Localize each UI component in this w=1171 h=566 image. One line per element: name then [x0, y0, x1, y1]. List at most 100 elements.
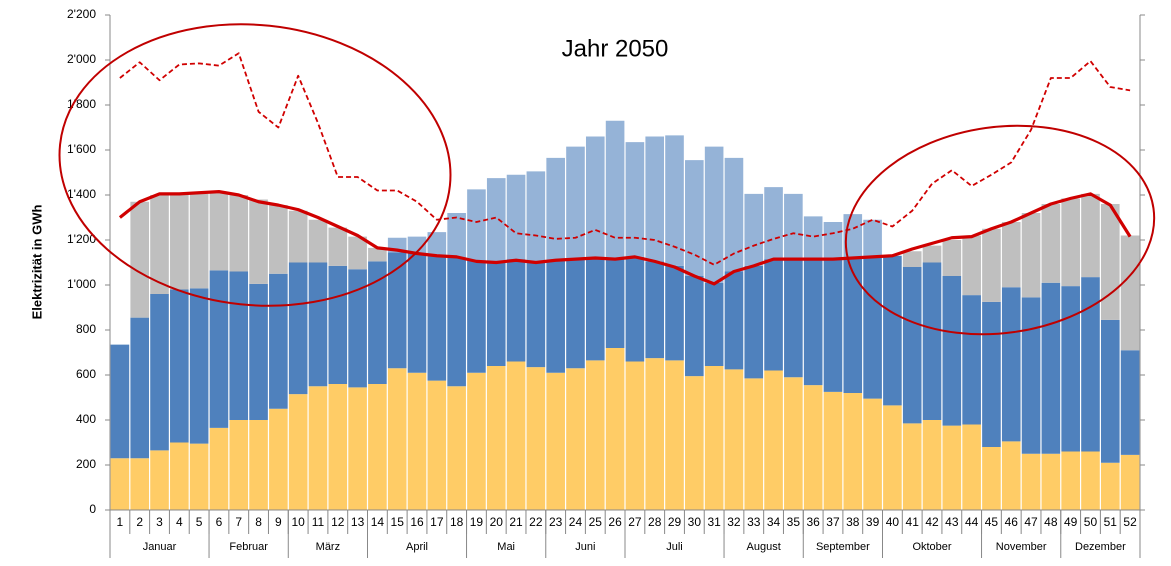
bar-segment — [546, 260, 565, 373]
bar-segment — [962, 295, 981, 425]
bar-segment — [863, 219, 882, 257]
bar-segment — [130, 201, 150, 318]
bar-segment — [467, 372, 486, 510]
x-tick-label: 52 — [1123, 515, 1137, 529]
group-label: Juli — [666, 541, 683, 553]
bar-segment — [189, 288, 209, 444]
bar-segment — [883, 405, 902, 510]
bar-segment — [665, 360, 684, 510]
y-tick-label: 2'000 — [67, 52, 96, 66]
bar-segment — [803, 260, 823, 386]
bar-segment — [902, 267, 922, 424]
x-tick-label: 37 — [826, 515, 840, 529]
bar-segment — [348, 236, 367, 270]
x-tick-label: 24 — [569, 515, 583, 529]
solid-line — [118, 190, 1132, 286]
bar-segment — [447, 258, 466, 387]
x-tick-label: 34 — [767, 515, 781, 529]
bar-segment — [1061, 198, 1080, 287]
bar-segment — [1021, 297, 1041, 454]
bar-segment — [863, 398, 882, 510]
bar-segment — [625, 256, 645, 362]
bar-segment — [645, 136, 665, 262]
x-tick-label: 29 — [668, 515, 682, 529]
bar-segment — [585, 360, 605, 510]
bar-segment — [585, 258, 605, 361]
x-tick-label: 18 — [450, 515, 464, 529]
x-tick-label: 30 — [688, 515, 702, 529]
x-tick-label: 45 — [985, 515, 999, 529]
bar-segment — [1041, 204, 1061, 283]
bar-segment — [1100, 319, 1120, 463]
bar-segment — [922, 420, 942, 510]
bar-segment — [526, 367, 546, 510]
bar-segment — [685, 276, 704, 377]
bar-segment — [942, 276, 962, 426]
group-label: Januar — [143, 541, 177, 553]
bar-segment — [486, 366, 506, 510]
x-tick-label: 44 — [965, 515, 979, 529]
bar-segment — [704, 366, 724, 510]
x-tick-label: 4 — [176, 515, 183, 529]
dashed-line — [119, 52, 1131, 266]
bar-segment — [685, 376, 704, 510]
bar-segment — [605, 259, 625, 348]
y-tick-label: 0 — [89, 502, 96, 516]
x-tick-label: 51 — [1104, 515, 1118, 529]
x-tick-label: 20 — [490, 515, 504, 529]
bar-segment — [982, 301, 1001, 447]
group-label: März — [316, 541, 340, 553]
bar-segment — [387, 252, 407, 369]
x-tick-label: 22 — [529, 515, 543, 529]
bar-segment — [863, 256, 882, 399]
x-tick-label: 38 — [846, 515, 860, 529]
bar-segment — [843, 258, 863, 393]
x-tick-label: 27 — [628, 515, 642, 529]
bar-segment — [328, 384, 348, 510]
bar-segment — [189, 443, 209, 510]
x-tick-label: 2 — [136, 515, 143, 529]
y-tick-label: 1'400 — [67, 187, 96, 201]
bar-segment — [902, 423, 922, 510]
bar-segment — [229, 271, 249, 420]
bar-segment — [209, 427, 229, 510]
bar-segment — [269, 408, 288, 510]
bar-segment — [1120, 454, 1140, 510]
bar-segment — [665, 135, 684, 266]
bar-segment — [922, 262, 942, 420]
group-label: August — [747, 541, 781, 553]
bar-segment — [803, 216, 823, 261]
bar-segment — [546, 157, 565, 261]
bar-segment — [1081, 193, 1100, 278]
x-tick-label: 31 — [707, 515, 721, 529]
y-tick-label: 800 — [76, 322, 96, 336]
bar-segment — [1081, 451, 1100, 510]
bar-segment — [1061, 451, 1080, 510]
bar-segment — [823, 391, 843, 510]
x-tick-label: 26 — [608, 515, 622, 529]
x-tick-label: 3 — [156, 515, 163, 529]
bar-segment — [328, 265, 348, 384]
bar-segment — [784, 193, 803, 260]
bar-segment — [467, 260, 486, 373]
bar-segment — [150, 294, 169, 451]
x-tick-label: 42 — [925, 515, 939, 529]
y-tick-label: 200 — [76, 457, 96, 471]
bar-segment — [110, 458, 130, 510]
x-tick-label: 43 — [945, 515, 959, 529]
bar-segment — [288, 394, 308, 510]
bar-segment — [764, 187, 783, 260]
bar-segment — [506, 259, 526, 362]
bar-segment — [922, 245, 942, 263]
bar-segment — [526, 171, 546, 262]
bar-segment — [229, 195, 249, 272]
group-label: Juni — [575, 541, 595, 553]
x-tick-label: 8 — [255, 515, 262, 529]
bar-segment — [645, 261, 665, 359]
y-axis-label: Elektrizität in GWh — [29, 205, 44, 320]
bar-segment — [427, 380, 447, 510]
bar-segment — [308, 219, 328, 263]
y-tick-label: 1'600 — [67, 142, 96, 156]
bar-segment — [1001, 222, 1021, 288]
